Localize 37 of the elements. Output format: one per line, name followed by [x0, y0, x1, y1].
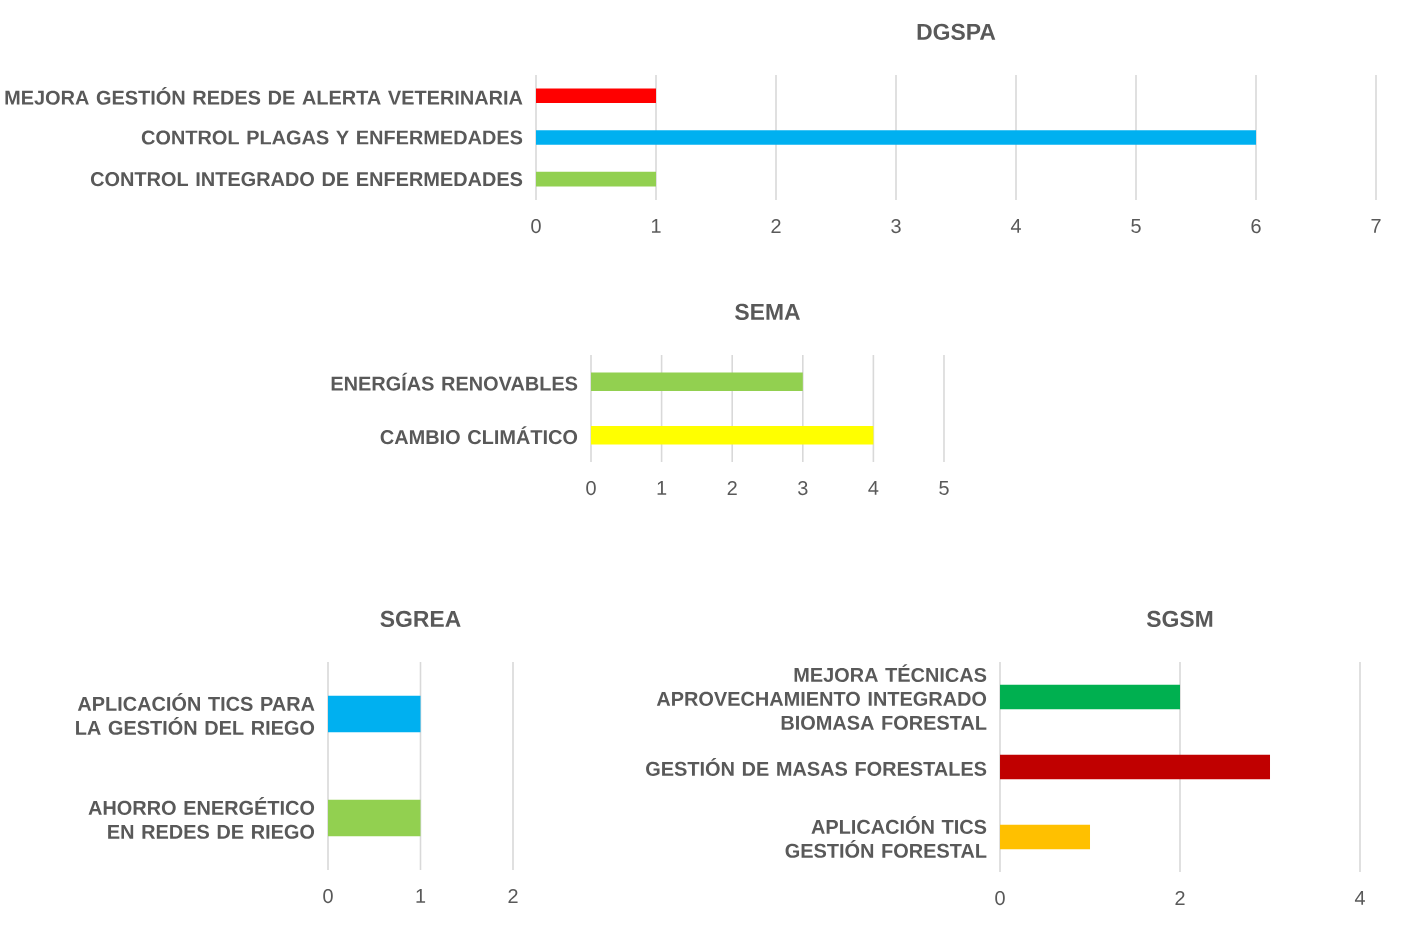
x-tick-label: 0: [531, 219, 541, 234]
y-tick-label: APLICACIÓN TICS PARA LA GESTIÓN DEL RIEGO: [76, 693, 315, 735]
bar: [1000, 824, 1091, 850]
x-tick-label: 7: [1371, 219, 1381, 233]
y-tick-label: CAMBIO CLIMÁTICO: [380, 426, 578, 445]
x-tick-label: 2: [727, 481, 737, 495]
x-tick-label: 4: [1354, 891, 1365, 905]
x-tick-label: 0: [323, 889, 333, 904]
x-tick-label: 1: [657, 481, 667, 495]
x-tick-label: 4: [868, 481, 879, 495]
y-tick-label: APLICACIÓN TICS GESTIÓN FORESTAL: [785, 816, 987, 858]
y-tick-label: MEJORA GESTIÓN REDES DE ALERTA VETERINARIA: [5, 86, 523, 105]
y-tick-label: CONTROL PLAGAS Y ENFERMEDADES: [141, 130, 523, 145]
x-tick-label: 3: [798, 481, 808, 496]
y-tick-label: CONTROL INTEGRADO DE ENFERMEDADES: [90, 172, 523, 187]
x-tick-label: 4: [1010, 219, 1021, 233]
y-tick-label: ENERGÍAS RENOVABLES: [331, 372, 578, 391]
chart-title: SGREA: [380, 610, 461, 627]
bar: [1000, 754, 1271, 780]
x-tick-label: 0: [586, 481, 596, 496]
bar: [1000, 684, 1181, 710]
x-tick-label: 2: [771, 219, 781, 233]
x-tick-label: 5: [939, 481, 949, 495]
chart-title: SGSM: [1146, 610, 1213, 627]
chart-title: DGSPA: [917, 23, 996, 40]
y-tick-label: AHORRO ENERGÉTICO EN REDES DE RIEGO: [88, 797, 315, 839]
x-tick-label: 0: [995, 891, 1005, 906]
x-tick-label: 3: [891, 219, 901, 234]
x-tick-label: 2: [508, 889, 518, 903]
y-tick-label: GESTIÓN DE MASAS FORESTALES: [646, 758, 987, 776]
x-tick-label: 5: [1131, 219, 1141, 233]
x-tick-label: 6: [1251, 219, 1261, 234]
x-tick-label: 1: [416, 889, 426, 903]
chart-title: SEMA: [735, 303, 800, 320]
x-tick-label: 1: [651, 219, 661, 233]
x-tick-label: 2: [1175, 891, 1185, 905]
y-tick-label: MEJORA TÉCNICAS APROVECHAMIENTO INTEGRADO BIOMASA FORESTAL: [656, 664, 987, 730]
